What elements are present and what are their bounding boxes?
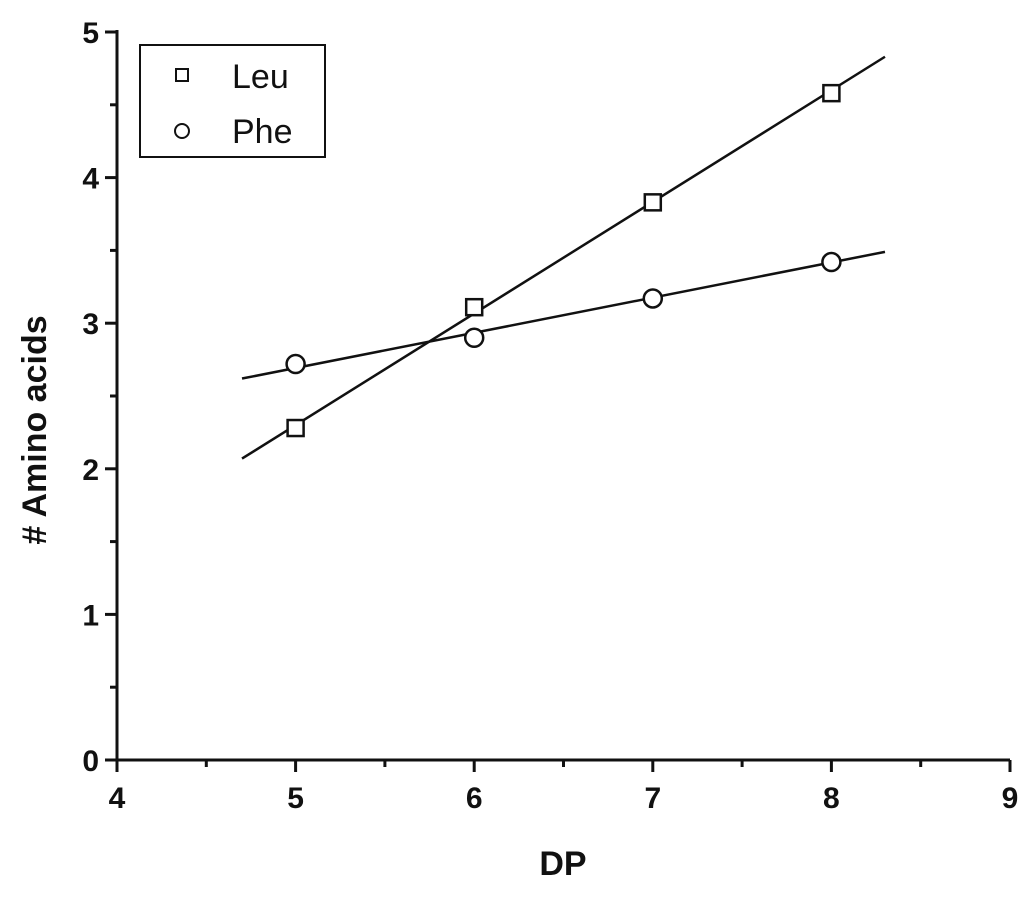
- axes: 4 5 6 7 8 9 0 1 2 3 4 5: [82, 17, 1018, 815]
- point-leu: [464, 297, 484, 317]
- x-axis-title: DP: [539, 845, 586, 883]
- markers: [285, 83, 842, 438]
- y-tick-label: 5: [82, 17, 99, 50]
- x-tick-label: 7: [644, 782, 661, 815]
- y-tick-label: 1: [82, 599, 99, 632]
- legend-label-phe: Phe: [232, 113, 293, 151]
- y-tick-label: 4: [82, 163, 99, 196]
- x-tick-label: 8: [823, 782, 840, 815]
- legend-circle-icon: [174, 123, 190, 139]
- legend: Leu Phe: [139, 44, 326, 158]
- point-leu: [822, 83, 841, 103]
- fit-line-phe: [241, 250, 886, 380]
- x-tick-label: 5: [287, 782, 304, 815]
- x-tick-label: 9: [1002, 782, 1019, 815]
- legend-label-leu: Leu: [232, 58, 289, 96]
- point-phe: [821, 251, 842, 273]
- fit-lines: [241, 55, 886, 460]
- x-tick-label: 6: [466, 782, 483, 815]
- point-phe: [285, 353, 306, 375]
- fit-line-leu: [241, 55, 886, 460]
- legend-box: [139, 44, 326, 158]
- point-leu: [286, 418, 305, 438]
- point-leu: [643, 193, 663, 212]
- y-axis-title: # Amino acids: [16, 315, 54, 544]
- x-tick-label: 4: [109, 782, 126, 815]
- y-tick-label: 0: [82, 745, 99, 778]
- point-phe: [642, 288, 664, 309]
- y-tick-label: 3: [82, 308, 99, 341]
- y-tick-label: 2: [82, 454, 99, 487]
- point-phe: [463, 327, 485, 349]
- legend-square-icon: [175, 68, 189, 82]
